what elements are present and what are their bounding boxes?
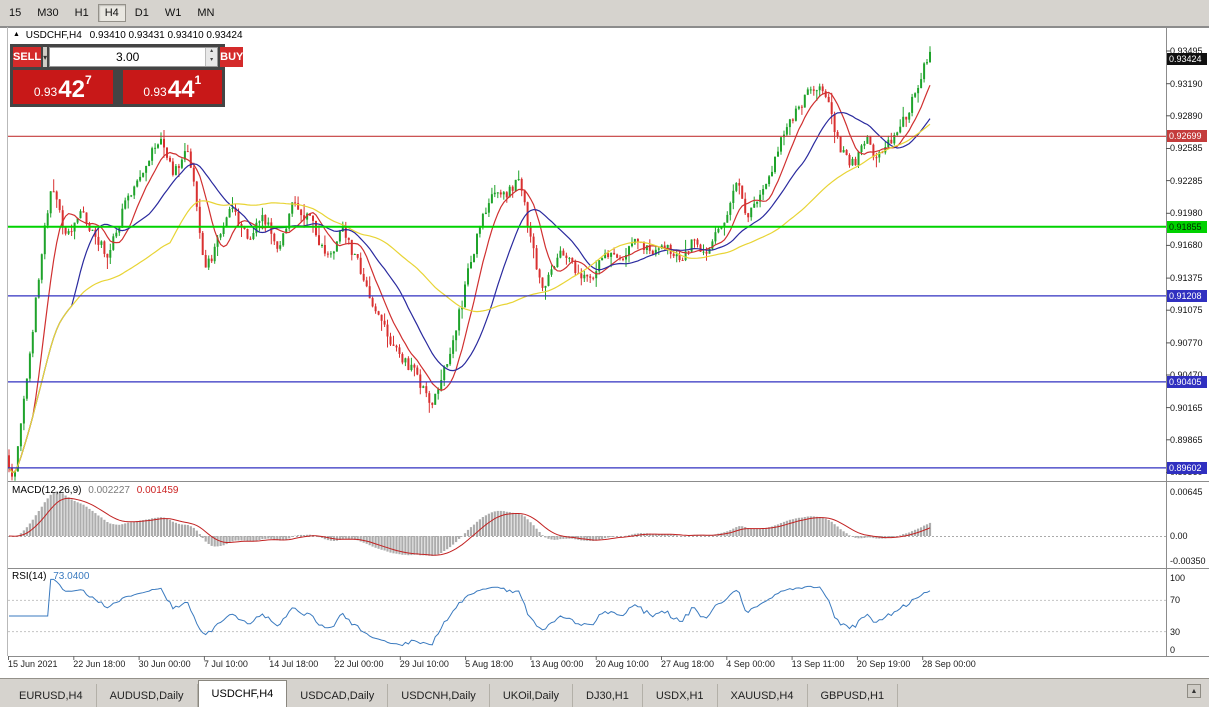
macd-main-value: 0.002227	[88, 485, 130, 496]
stepper-down-icon[interactable]: ▾	[206, 57, 218, 66]
chart-tab-DJ30,H1[interactable]: DJ30,H1	[573, 684, 643, 707]
buy-price-big-digits: 44	[167, 76, 195, 103]
sell-price-pip-digit: 7	[84, 73, 92, 87]
stepper-up-icon[interactable]: ▴	[206, 48, 218, 57]
trade-panel-gap	[113, 70, 123, 104]
rsi-line	[9, 578, 931, 647]
timeframe-button-M30[interactable]: M30	[37, 7, 59, 19]
tab-scroll-up-button[interactable]: ▲	[1187, 684, 1201, 698]
timeframe-toolbar: 15 M30 H1 H4 D1 W1 MN	[0, 0, 1209, 27]
volume-field-wrap: ▴ ▾	[49, 47, 219, 67]
timeframe-button-H4[interactable]: H4	[97, 4, 126, 22]
rsi-indicator-label: RSI(14) 73.0400	[12, 571, 89, 582]
timeframe-button-W1[interactable]: W1	[164, 7, 182, 19]
chart-tab-UKOil,Daily[interactable]: UKOil,Daily	[490, 684, 574, 707]
ma-line-medium	[8, 112, 931, 473]
chart-tab-GBPUSD,H1[interactable]: GBPUSD,H1	[808, 684, 899, 707]
chart-tabs: EURUSD,H4 AUDUSD,Daily USDCHF,H4 USDCAD,Dai…	[0, 679, 1209, 707]
chart-tab-USDCNH,Daily[interactable]: USDCNH,Daily	[388, 684, 490, 707]
volume-input[interactable]	[50, 48, 206, 66]
buy-button[interactable]: BUY	[220, 47, 244, 67]
ohlc-values: 0.93410 0.93431 0.93410 0.93424	[89, 30, 243, 41]
ma-line-fast	[8, 84, 931, 473]
buy-price-prefix: 0.93	[143, 85, 167, 99]
volume-stepper: ▴ ▾	[205, 48, 218, 66]
buy-price-pip-digit: 1	[194, 73, 202, 87]
sell-button[interactable]: SELL	[13, 47, 42, 67]
timeframe-button-D1[interactable]: D1	[134, 7, 149, 19]
sell-price-prefix: 0.93	[33, 85, 58, 99]
chart-tab-EURUSD,H4[interactable]: EURUSD,H4	[6, 684, 97, 707]
one-click-trade-panel: SELL ▾ ▴ ▾ BUY 0.93 42 7 0.93 44	[10, 44, 244, 107]
timeframe-button-H1[interactable]: H1	[74, 7, 89, 19]
buy-price-button[interactable]: 0.93 44 1	[122, 70, 222, 104]
macd-indicator-label: MACD(12,26,9) 0.002227 0.001459	[12, 485, 178, 496]
volume-dropdown-button[interactable]: ▾	[43, 47, 48, 67]
sell-price-button[interactable]: 0.93 42 7	[13, 70, 113, 104]
rsi-value: 73.0400	[53, 571, 90, 582]
chart-tab-XAUUSD,H4[interactable]: XAUUSD,H4	[718, 684, 808, 707]
chart-tab-bar: EURUSD,H4 AUDUSD,Daily USDCHF,H4 USDCAD,Dai…	[0, 678, 1209, 707]
timeframe-button-15[interactable]: 15	[9, 7, 22, 19]
macd-signal-line	[8, 497, 931, 556]
chart-tab-AUDUSD,Daily[interactable]: AUDUSD,Daily	[97, 684, 198, 707]
chart-symbol-timeframe: USDCHF,H4	[25, 30, 82, 41]
collapse-triangle-icon: ▲	[13, 31, 20, 38]
chart-ohlc-readout: ▲ USDCHF,H4 0.93410 0.93431 0.93410 0.93…	[13, 30, 243, 41]
sell-price-big-digits: 42	[58, 76, 85, 103]
chart-tab-USDCAD,Daily[interactable]: USDCAD,Daily	[287, 684, 389, 707]
candles	[8, 46, 931, 481]
macd-name: MACD(12,26,9)	[12, 485, 82, 496]
timeframe-button-MN[interactable]: MN	[197, 7, 215, 19]
chart-tab-USDCHF,H4[interactable]: USDCHF,H4	[197, 680, 288, 707]
rsi-name: RSI(14)	[12, 571, 47, 582]
macd-histogram	[10, 491, 932, 556]
chevron-down-icon: ▾	[43, 52, 48, 62]
chart-tab-USDX,H1[interactable]: USDX,H1	[643, 684, 718, 707]
up-arrow-icon: ▲	[1190, 687, 1198, 695]
macd-signal-value: 0.001459	[136, 485, 179, 496]
ma-line-slow	[8, 123, 931, 473]
